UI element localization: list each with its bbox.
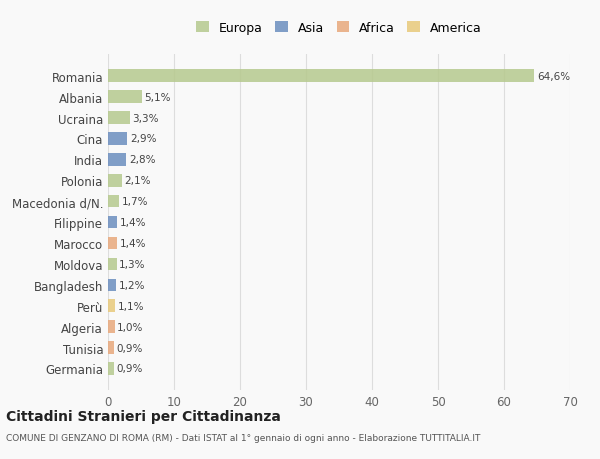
Bar [108, 258, 116, 271]
Bar [108, 237, 117, 250]
Text: Cittadini Stranieri per Cittadinanza: Cittadini Stranieri per Cittadinanza [6, 409, 281, 423]
Bar [108, 321, 115, 333]
Text: 1,3%: 1,3% [119, 259, 146, 269]
Text: 2,1%: 2,1% [125, 176, 151, 186]
Bar [108, 91, 142, 104]
Text: 1,4%: 1,4% [120, 239, 146, 248]
Text: 64,6%: 64,6% [537, 72, 570, 82]
Bar [108, 112, 130, 124]
Bar [108, 154, 127, 166]
Text: 0,9%: 0,9% [116, 343, 143, 353]
Bar [108, 133, 127, 146]
Bar [108, 279, 116, 291]
Text: COMUNE DI GENZANO DI ROMA (RM) - Dati ISTAT al 1° gennaio di ogni anno - Elabora: COMUNE DI GENZANO DI ROMA (RM) - Dati IS… [6, 433, 481, 442]
Text: 1,4%: 1,4% [120, 218, 146, 228]
Text: 0,9%: 0,9% [116, 364, 143, 374]
Text: 1,0%: 1,0% [117, 322, 143, 332]
Bar [108, 216, 117, 229]
Bar [108, 196, 119, 208]
Bar [108, 363, 114, 375]
Bar [108, 341, 114, 354]
Bar [108, 70, 535, 83]
Text: 3,3%: 3,3% [133, 113, 159, 123]
Bar [108, 300, 115, 312]
Legend: Europa, Asia, Africa, America: Europa, Asia, Africa, America [193, 18, 485, 38]
Text: 5,1%: 5,1% [145, 92, 171, 102]
Text: 2,8%: 2,8% [129, 155, 155, 165]
Bar [108, 174, 122, 187]
Text: 1,2%: 1,2% [119, 280, 145, 290]
Text: 1,7%: 1,7% [122, 197, 148, 207]
Text: 1,1%: 1,1% [118, 301, 145, 311]
Text: 2,9%: 2,9% [130, 134, 156, 144]
